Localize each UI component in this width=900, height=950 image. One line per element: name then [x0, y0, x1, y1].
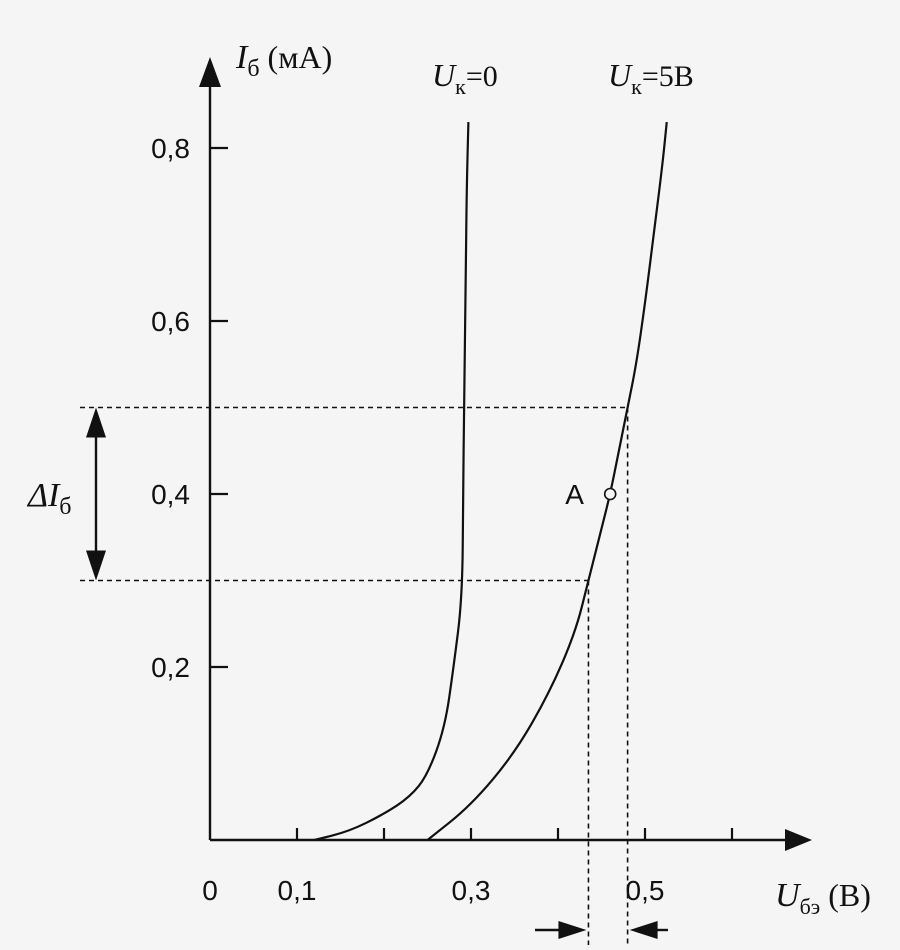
curve-series-1 [314, 122, 470, 842]
x-symbol: U [775, 877, 802, 914]
x-axis-title: Uбэ (В) [775, 877, 871, 919]
y-subscript: б [247, 56, 259, 82]
du-arrowhead-left [558, 921, 587, 939]
series-subscript: к [455, 74, 466, 99]
x-tick-label: 0,5 [626, 875, 665, 906]
y-tick-label: 0,8 [151, 133, 190, 164]
operating-point-label: A [565, 479, 584, 510]
delta-symbol: ΔI [26, 477, 61, 514]
series-symbol: U [432, 57, 457, 93]
delta-ib-label: ΔIб [26, 477, 72, 520]
y-axis-title: Iб (мА) [235, 39, 332, 82]
series-subscript: к [631, 74, 642, 99]
dashed-guides [80, 406, 668, 945]
ticks: 0 0,1 0,3 0,5 0,2 0,4 0,6 0,8 [151, 133, 734, 906]
x-subscript: бэ [800, 894, 821, 919]
series-value: =5В [642, 60, 694, 93]
series-symbol: U [608, 57, 633, 93]
y-tick-label: 0,6 [151, 306, 190, 337]
y-axis-arrowhead [199, 57, 221, 87]
series-label-uk5: Uк=5В [608, 57, 694, 99]
delta-arrowhead-up [86, 407, 106, 438]
curves [314, 121, 668, 842]
y-tick-label: 0,4 [151, 479, 190, 510]
delta-arrowhead-down [86, 550, 106, 581]
du-arrowhead-right [629, 921, 658, 939]
x-tick-label: 0,3 [452, 875, 491, 906]
delta-subscript: б [59, 494, 71, 520]
x-tick-label: 0 [202, 875, 218, 906]
series-value: =0 [466, 60, 498, 93]
y-tick-label: 0,2 [151, 652, 190, 683]
y-symbol: I [235, 39, 249, 76]
x-tick-label: 0,1 [278, 875, 317, 906]
series-label-uk0: Uк=0 [432, 57, 498, 99]
y-unit: (мА) [260, 39, 333, 75]
x-axis-arrowhead [785, 829, 812, 851]
operating-point-marker [603, 487, 617, 501]
x-unit: (В) [820, 877, 871, 913]
axes [199, 57, 812, 851]
